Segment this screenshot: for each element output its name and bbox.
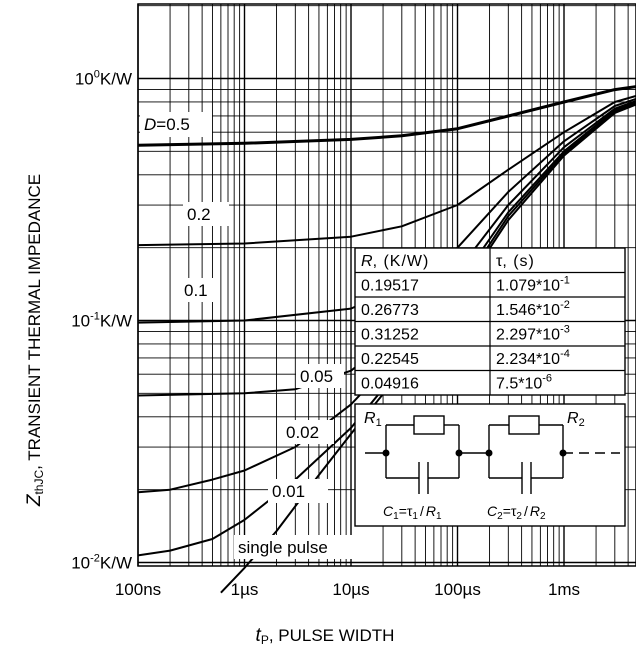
curve-label-bg — [296, 364, 344, 388]
curve-label: 0.02 — [286, 423, 319, 442]
curve-label: 0.01 — [272, 482, 305, 501]
curve-label-bg — [234, 535, 370, 559]
series-line — [137, 97, 636, 324]
thermal-parameter-table: R, (K/W) τ, (s) 0.19517 1.079*10-1 0.26773 1.… — [354, 247, 626, 396]
curve-label-bg — [180, 278, 216, 302]
curve-label-bg — [183, 202, 229, 226]
x-tick-label: 100µs — [434, 580, 481, 599]
curve-label-bg — [140, 112, 212, 137]
x-tick-label: 10µs — [332, 580, 369, 599]
c1-formula: C1=τ1/R1 — [383, 503, 442, 522]
series-line — [137, 94, 636, 247]
curve-label: 0.1 — [184, 281, 208, 300]
table-cell-tau: 2.297*10-3 — [496, 324, 570, 344]
x-tick-labels: 100ns1µs10µs100µs1ms10ms100ms — [115, 580, 580, 599]
r2-label: R2 — [567, 410, 585, 429]
y-axis-title: ZthJC, TRANSIENT THERMAL IMPEDANCE — [24, 174, 46, 507]
curve-labels: D=0.5 0.2 0.1 0.05 0.02 0.01 single pulse — [140, 112, 370, 559]
x-axis-title: tP, PULSE WIDTH — [256, 625, 395, 647]
circuit-node — [485, 449, 493, 457]
circuit-node — [559, 449, 567, 457]
table-cell-r: 0.31252 — [361, 327, 419, 344]
circuit-node — [455, 449, 463, 457]
table-cell-tau: 1.546*10-2 — [496, 299, 570, 319]
r1-label: R1 — [364, 410, 382, 429]
x-tick-label: 100ns — [115, 580, 161, 599]
table-cell-r: 0.04916 — [361, 376, 419, 393]
circuit-node — [382, 449, 390, 457]
table-cell-tau: 7.5*10-6 — [496, 373, 552, 393]
y-tick-label: 100K/W — [75, 69, 132, 89]
series-line — [137, 99, 636, 397]
y-tick-label: 10-1K/W — [71, 311, 132, 331]
y-tick-labels: 100K/W 10-1K/W 10-2K/W — [71, 69, 132, 573]
curve-label: 0.05 — [300, 367, 333, 386]
x-tick-label: 1ms — [548, 580, 580, 599]
table-header: τ, (s) — [496, 253, 535, 270]
table-cell-r: 0.26773 — [361, 302, 419, 319]
y-tick-label: 10-2K/W — [71, 553, 132, 573]
curve-label: D=0.5 — [144, 115, 190, 134]
table-cell-tau: 1.079*10-1 — [496, 275, 570, 295]
curve-label: single pulse — [238, 538, 328, 557]
rc-network-diagram: R1 R2 C1=τ1/R1 C2=τ2/R2 — [354, 403, 626, 527]
c2-formula: C2=τ2/R2 — [487, 503, 546, 522]
curve-label-bg — [268, 479, 328, 503]
plot-frame — [137, 3, 636, 567]
table-cell-r: 0.22545 — [361, 351, 419, 368]
series-line — [137, 85, 636, 147]
x-tick-label: 1µs — [231, 580, 259, 599]
table-cell-tau: 2.234*10-4 — [496, 348, 570, 368]
table-header: R, (K/W) — [361, 253, 429, 270]
table-cell-r: 0.19517 — [361, 278, 419, 295]
curve-label: 0.2 — [187, 205, 211, 224]
curve-label-bg — [282, 420, 334, 444]
